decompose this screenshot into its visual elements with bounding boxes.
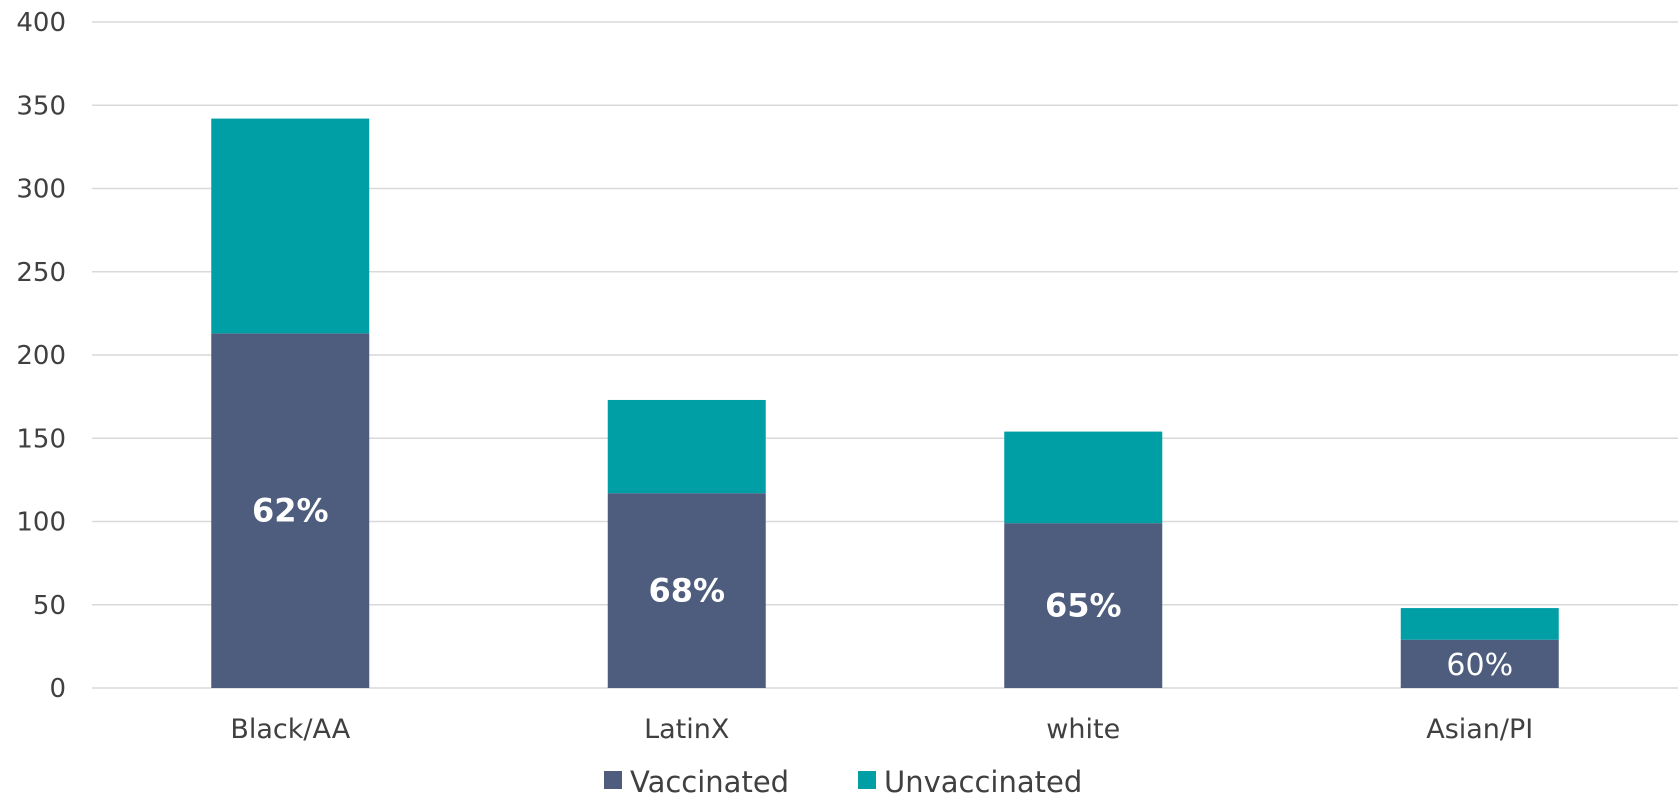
legend-swatch-unvaccinated [858, 771, 876, 789]
x-tick-label-black-aa: Black/AA [230, 714, 350, 745]
bar-unvaccinated-asian-pi [1400, 608, 1559, 640]
bar-vaccinated-asian-pi [1400, 639, 1559, 688]
bars [211, 118, 1559, 688]
bar-vaccinated-latinx [607, 493, 766, 688]
y-tick-label-250: 250 [16, 258, 66, 288]
y-tick-label-300: 300 [16, 175, 66, 205]
bar-vaccinated-white [1004, 523, 1163, 688]
legend-swatch-vaccinated [604, 771, 622, 789]
y-axis-tick-labels: 0 50 100 150 200 250 300 350 400 [16, 8, 66, 704]
y-tick-label-0: 0 [49, 674, 66, 704]
legend-label-unvaccinated: Unvaccinated [884, 765, 1082, 799]
legend-label-vaccinated: Vaccinated [630, 765, 789, 799]
data-label-black-aa: 62% [252, 492, 329, 530]
y-tick-label-200: 200 [16, 341, 66, 371]
y-tick-label-400: 400 [16, 8, 66, 38]
x-axis-category-labels: Black/AA LatinX white Asian/PI [230, 714, 1533, 745]
x-tick-label-white: white [1046, 714, 1120, 745]
x-tick-label-latinx: LatinX [644, 714, 729, 745]
bar-unvaccinated-white [1004, 431, 1163, 524]
y-tick-label-150: 150 [16, 424, 66, 454]
data-labels: 62% 68% 65% 60% [252, 492, 1513, 683]
bar-unvaccinated-latinx [607, 399, 766, 494]
bar-unvaccinated-black-aa [211, 118, 370, 334]
bar-vaccinated-black-aa [211, 333, 370, 688]
data-label-latinx: 68% [648, 572, 725, 610]
data-label-white: 65% [1045, 587, 1122, 625]
y-tick-label-50: 50 [33, 591, 66, 621]
legend: Vaccinated Unvaccinated [604, 765, 1082, 799]
y-tick-label-100: 100 [16, 508, 66, 538]
data-label-asian-pi: 60% [1446, 648, 1513, 683]
y-tick-label-350: 350 [16, 91, 66, 121]
x-tick-label-asian-pi: Asian/PI [1426, 714, 1533, 745]
